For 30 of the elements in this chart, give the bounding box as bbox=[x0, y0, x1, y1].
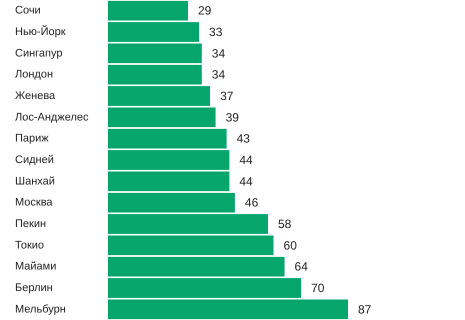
y-tick-label: Токио bbox=[15, 239, 44, 252]
data-label: 39 bbox=[226, 110, 240, 124]
data-label: 44 bbox=[239, 174, 254, 188]
y-tick-label: Москва bbox=[15, 196, 54, 209]
y-tick-label: Берлин bbox=[15, 282, 53, 294]
data-label: 64 bbox=[294, 260, 308, 274]
y-tick-label: Пекин bbox=[15, 218, 46, 230]
y-tick-label: Нью-Йорк bbox=[15, 25, 66, 38]
data-label: 60 bbox=[284, 238, 298, 252]
y-tick-label: Майами bbox=[15, 260, 56, 273]
y-tick-label: Шанхай bbox=[15, 175, 55, 188]
data-label: 58 bbox=[278, 217, 292, 231]
data-label: 44 bbox=[239, 153, 254, 167]
y-tick-label: Сидней bbox=[15, 154, 54, 166]
data-label: 34 bbox=[212, 46, 226, 60]
y-tick-label: Сочи bbox=[15, 4, 41, 17]
data-label: 33 bbox=[209, 25, 223, 39]
y-tick-label: Женева bbox=[15, 90, 56, 102]
data-label: 87 bbox=[358, 302, 372, 316]
data-label: 34 bbox=[212, 68, 226, 82]
data-label: 29 bbox=[198, 4, 212, 18]
data-label: 43 bbox=[236, 132, 250, 146]
data-label: 46 bbox=[244, 196, 259, 210]
y-tick-label: Париж bbox=[15, 132, 50, 145]
data-label: 70 bbox=[311, 281, 325, 295]
y-tick-label: Мельбурн bbox=[15, 303, 66, 316]
y-tick-label: Лондон bbox=[15, 68, 54, 81]
y-tick-label: Лос-Анджелес bbox=[15, 111, 89, 124]
data-label: 37 bbox=[220, 89, 234, 103]
y-tick-label: Сингапур bbox=[15, 47, 63, 60]
